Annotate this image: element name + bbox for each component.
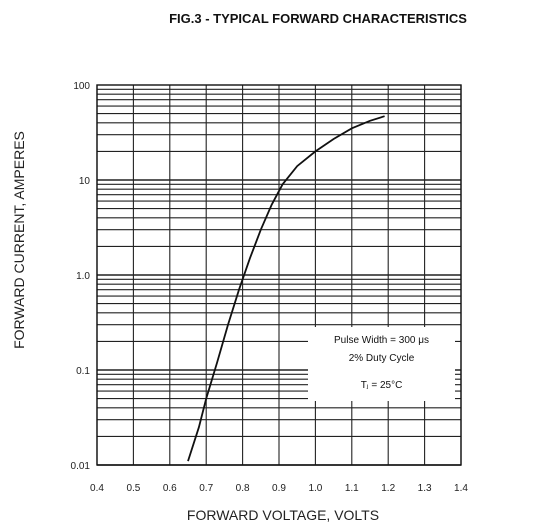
plot-grid xyxy=(96,85,462,466)
x-tick-label: 1.0 xyxy=(308,483,322,494)
x-tick-label: 0.7 xyxy=(199,483,213,494)
chart-title: FIG.3 - TYPICAL FORWARD CHARACTERISTICS xyxy=(169,11,467,26)
annotation-line: Pulse Width = 300 μs xyxy=(334,335,429,346)
x-tick-label: 0.6 xyxy=(163,483,177,494)
y-tick-label: 0.01 xyxy=(71,461,91,472)
series-line xyxy=(187,115,385,462)
x-tick-label: 1.4 xyxy=(454,483,468,494)
y-axis-label: FORWARD CURRENT, AMPERES xyxy=(11,131,27,349)
x-tick-label: 0.5 xyxy=(126,483,140,494)
x-tick-label: 1.2 xyxy=(381,483,395,494)
x-tick-label: 1.3 xyxy=(418,483,432,494)
y-tick-label: 0.1 xyxy=(76,366,90,377)
x-axis-label: FORWARD VOLTAGE, VOLTS xyxy=(187,507,379,523)
conditions-annotation: Pulse Width = 300 μs 2% Duty Cycle Tⱼ = 25… xyxy=(308,327,455,401)
x-tick-label: 1.1 xyxy=(345,483,359,494)
annotation-box xyxy=(308,327,455,401)
annotation-line: Tⱼ = 25°C xyxy=(361,380,403,391)
x-tick-label: 0.9 xyxy=(272,483,286,494)
y-tick-label: 1.0 xyxy=(76,271,90,282)
x-tick-label: 0.4 xyxy=(90,483,104,494)
axis-ticks: 0.4 0.5 0.6 0.7 0.8 0.9 1.0 1.1 1.2 1.3 1.4 0.01 0.1… xyxy=(71,81,469,494)
x-tick-label: 0.8 xyxy=(236,483,250,494)
y-tick-label: 100 xyxy=(73,81,90,92)
annotation-line: 2% Duty Cycle xyxy=(349,353,415,364)
plot-frame xyxy=(96,84,462,466)
y-tick-label: 10 xyxy=(79,176,91,187)
